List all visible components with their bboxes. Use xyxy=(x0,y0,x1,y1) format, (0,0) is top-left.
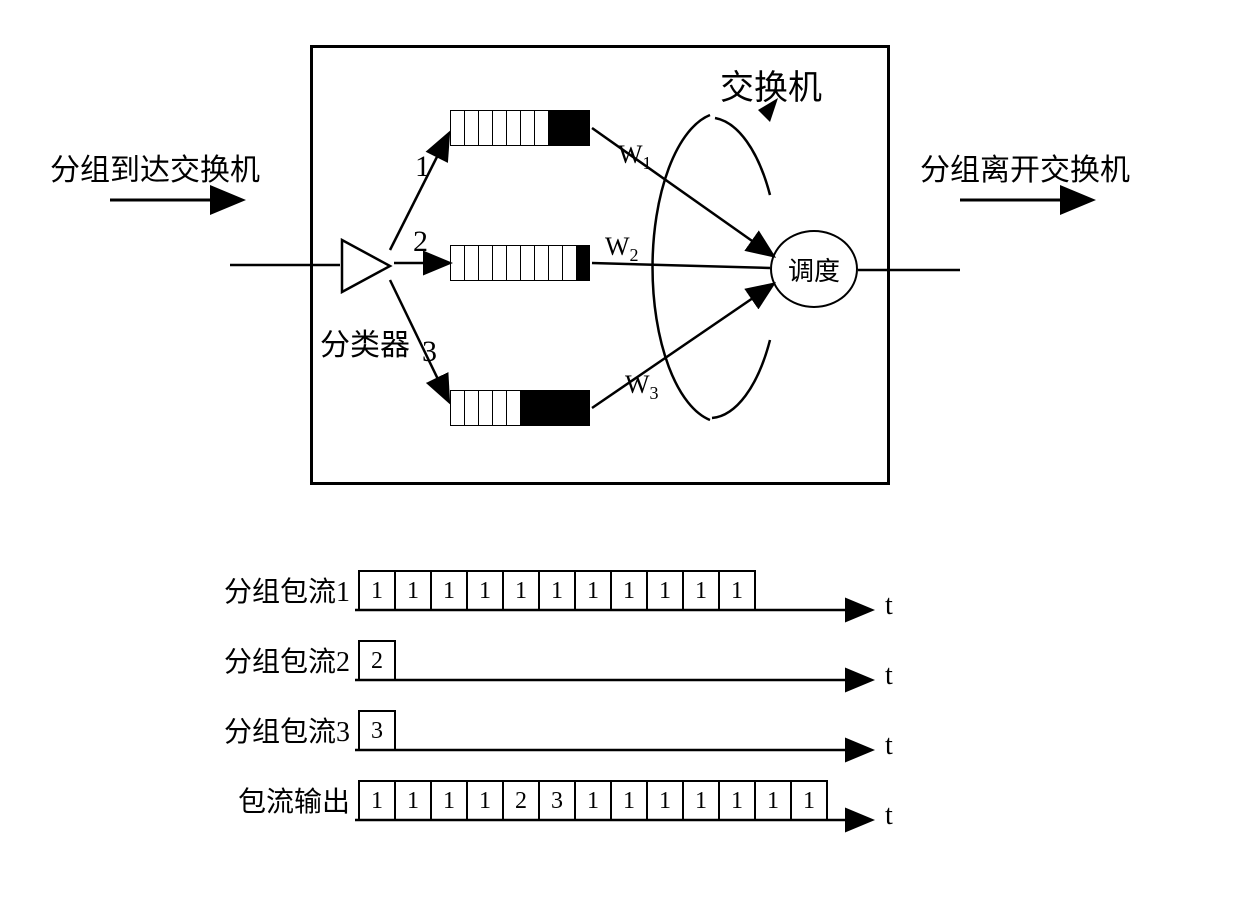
scheduler-label: 调度 xyxy=(788,251,840,288)
timeline-row: 分组包流111111111111 xyxy=(210,570,754,610)
queue-cell xyxy=(450,390,464,426)
queue-cell xyxy=(450,110,464,146)
queue-cell xyxy=(464,110,478,146)
queue-cell xyxy=(562,245,576,281)
queue-cell xyxy=(534,390,548,426)
timeline-cell: 2 xyxy=(358,640,396,680)
t-label-1: t xyxy=(885,590,893,622)
queue-label-2: 2 xyxy=(413,225,428,259)
timeline-cell: 1 xyxy=(574,570,612,610)
queue-cell xyxy=(492,245,506,281)
timeline-cell: 1 xyxy=(682,780,720,820)
weight-1: W1 xyxy=(618,140,652,174)
queue-cell xyxy=(534,110,548,146)
timeline-label: 分组包流1 xyxy=(210,570,350,610)
queue-cell xyxy=(548,110,562,146)
timeline-cells: 11111111111 xyxy=(358,570,754,610)
timeline-cell: 1 xyxy=(358,570,396,610)
queue-cell xyxy=(478,110,492,146)
scheduler: 调度 xyxy=(770,230,858,308)
queue-2 xyxy=(450,245,590,281)
timeline-cell: 1 xyxy=(790,780,828,820)
timeline-cell: 1 xyxy=(718,780,756,820)
queue-cell xyxy=(464,245,478,281)
queue-cell xyxy=(492,110,506,146)
queue-cell xyxy=(576,390,590,426)
timeline-cells: 1111231111111 xyxy=(358,780,826,820)
timeline-label: 包流输出 xyxy=(210,780,350,820)
timeline-cell: 1 xyxy=(682,570,720,610)
queue-cell xyxy=(548,245,562,281)
timeline-row: 包流输出1111231111111 xyxy=(210,780,826,820)
queue-1 xyxy=(450,110,590,146)
t-label-3: t xyxy=(885,730,893,762)
t-label-2: t xyxy=(885,660,893,692)
queue-cell xyxy=(562,390,576,426)
queue-cell xyxy=(478,390,492,426)
queue-cell xyxy=(478,245,492,281)
switch-title: 交换机 xyxy=(720,60,822,109)
timeline-cell: 1 xyxy=(538,570,576,610)
weight-2: W2 xyxy=(605,232,639,266)
queue-cell xyxy=(506,110,520,146)
timeline-cells: 2 xyxy=(358,640,394,680)
queue-cell xyxy=(464,390,478,426)
timeline-cell: 1 xyxy=(502,570,540,610)
queue-cell xyxy=(562,110,576,146)
queue-cell xyxy=(506,245,520,281)
queue-label-1: 1 xyxy=(415,150,430,184)
timeline-row: 分组包流33 xyxy=(210,710,394,750)
timeline-cell: 1 xyxy=(430,780,468,820)
timeline-cell: 1 xyxy=(394,780,432,820)
timeline-cell: 1 xyxy=(466,780,504,820)
weight-3: W3 xyxy=(625,370,659,404)
queue-3 xyxy=(450,390,590,426)
timeline-cell: 1 xyxy=(358,780,396,820)
classifier-icon xyxy=(340,238,396,294)
queue-cell xyxy=(520,110,534,146)
queue-cell xyxy=(492,390,506,426)
queue-cell xyxy=(450,245,464,281)
timeline-cell: 3 xyxy=(538,780,576,820)
t-label-4: t xyxy=(885,800,893,832)
packet-arrive-label: 分组到达交换机 xyxy=(50,145,260,189)
timeline-cell: 1 xyxy=(394,570,432,610)
queue-cell xyxy=(548,390,562,426)
queue-cell xyxy=(534,245,548,281)
queue-cell xyxy=(520,390,534,426)
timeline-cell: 1 xyxy=(610,780,648,820)
timeline-cell: 3 xyxy=(358,710,396,750)
timeline-cell: 1 xyxy=(610,570,648,610)
timeline-cell: 1 xyxy=(646,780,684,820)
queue-cell xyxy=(576,245,590,281)
timeline-label: 分组包流2 xyxy=(210,640,350,680)
timeline-cell: 1 xyxy=(754,780,792,820)
timeline-cell: 1 xyxy=(718,570,756,610)
timeline-row: 分组包流22 xyxy=(210,640,394,680)
queue-cell xyxy=(520,245,534,281)
timeline-cell: 1 xyxy=(574,780,612,820)
queue-label-3: 3 xyxy=(422,335,437,369)
packet-leave-label: 分组离开交换机 xyxy=(920,145,1130,189)
timeline-cell: 2 xyxy=(502,780,540,820)
timeline-cell: 1 xyxy=(466,570,504,610)
timeline-cell: 1 xyxy=(430,570,468,610)
classifier-label: 分类器 xyxy=(320,320,410,364)
queue-cell xyxy=(576,110,590,146)
queue-cell xyxy=(506,390,520,426)
timeline-cells: 3 xyxy=(358,710,394,750)
timeline-cell: 1 xyxy=(646,570,684,610)
timeline-label: 分组包流3 xyxy=(210,710,350,750)
